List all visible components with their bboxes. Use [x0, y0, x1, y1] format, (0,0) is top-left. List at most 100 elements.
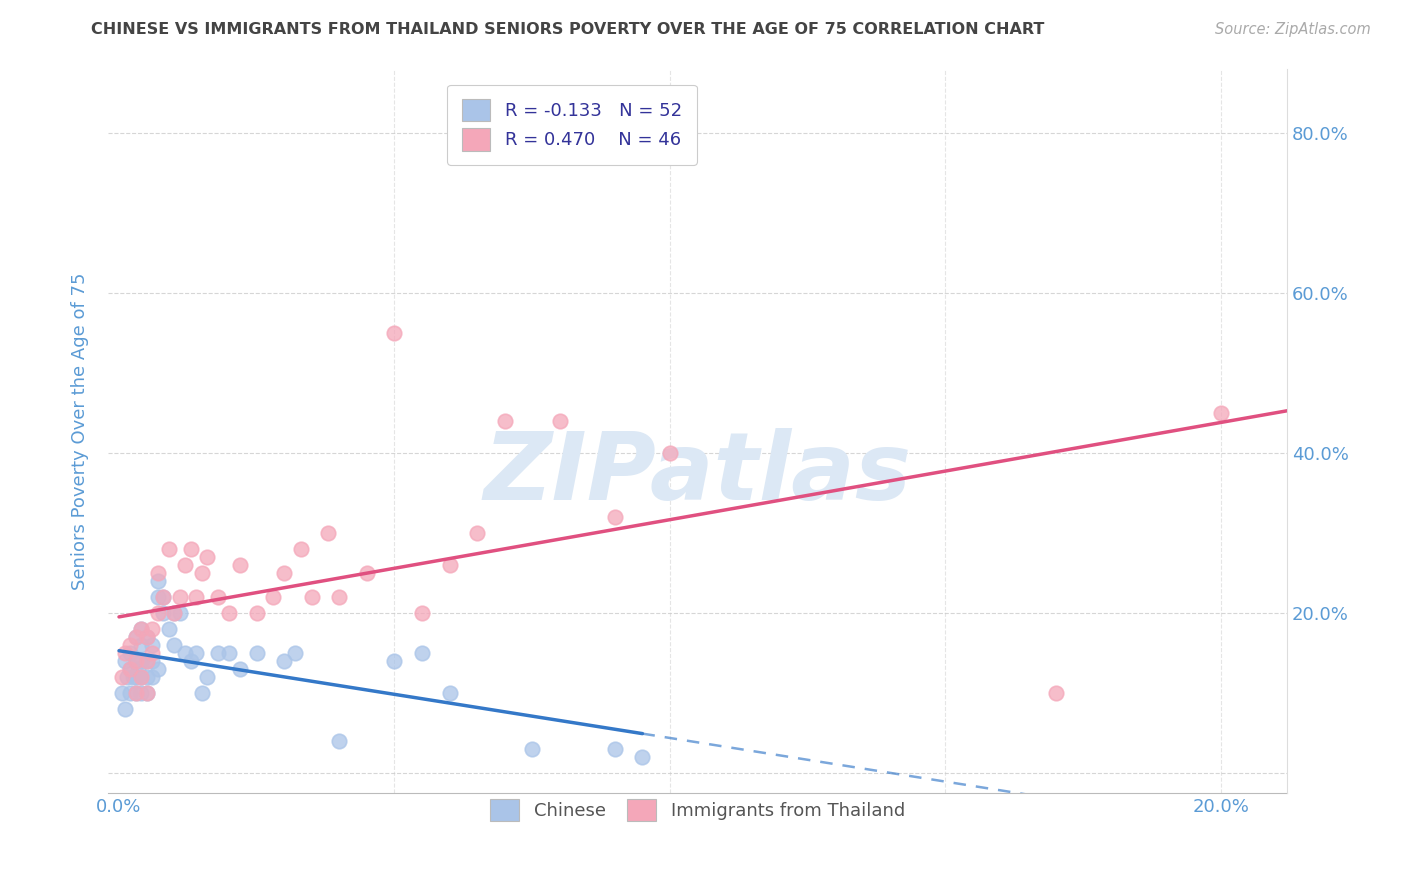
Point [384, 654, 406, 668]
Point [146, 606, 169, 620]
Point [1209, 406, 1232, 420]
Point [218, 606, 240, 620]
Point [118, 662, 141, 676]
Point [207, 646, 229, 660]
Point [163, 606, 186, 620]
Point [301, 590, 323, 604]
Point [141, 622, 163, 636]
Point [121, 670, 143, 684]
Text: ZIPatlas: ZIPatlas [484, 428, 911, 520]
Point [135, 670, 157, 684]
Point [411, 646, 433, 660]
Point [356, 566, 378, 580]
Point [522, 742, 544, 756]
Point [603, 742, 626, 756]
Point [169, 606, 191, 620]
Point [180, 654, 202, 668]
Point [439, 686, 461, 700]
Point [465, 526, 488, 541]
Point [135, 654, 157, 668]
Point [229, 558, 252, 573]
Point [124, 654, 146, 668]
Point [146, 566, 169, 580]
Point [129, 670, 152, 684]
Legend: Chinese, Immigrants from Thailand: Chinese, Immigrants from Thailand [475, 784, 920, 835]
Point [246, 646, 269, 660]
Point [124, 686, 146, 700]
Point [141, 646, 163, 660]
Point [129, 638, 152, 652]
Point [135, 686, 157, 700]
Point [659, 446, 682, 460]
Point [111, 686, 134, 700]
Point [157, 622, 180, 636]
Point [163, 606, 186, 620]
Point [152, 606, 174, 620]
Point [111, 670, 134, 684]
Point [146, 662, 169, 676]
Point [195, 670, 218, 684]
Point [114, 646, 136, 660]
Point [129, 686, 152, 700]
Point [124, 686, 146, 700]
Point [118, 662, 141, 676]
Point [284, 646, 307, 660]
Point [114, 702, 136, 716]
Point [124, 670, 146, 684]
Point [273, 566, 295, 580]
Point [141, 638, 163, 652]
Point [152, 590, 174, 604]
Point [180, 542, 202, 557]
Point [114, 654, 136, 668]
Point [157, 542, 180, 557]
Point [152, 590, 174, 604]
Point [411, 606, 433, 620]
Point [174, 558, 197, 573]
Point [129, 622, 152, 636]
Point [318, 526, 340, 541]
Point [207, 590, 229, 604]
Point [117, 670, 139, 684]
Point [163, 638, 186, 652]
Point [603, 510, 626, 524]
Point [129, 622, 152, 636]
Point [631, 750, 654, 764]
Point [124, 630, 146, 644]
Point [129, 654, 152, 668]
Text: CHINESE VS IMMIGRANTS FROM THAILAND SENIORS POVERTY OVER THE AGE OF 75 CORRELATI: CHINESE VS IMMIGRANTS FROM THAILAND SENI… [91, 22, 1045, 37]
Point [218, 646, 240, 660]
Point [124, 654, 146, 668]
Point [135, 686, 157, 700]
Text: Source: ZipAtlas.com: Source: ZipAtlas.com [1215, 22, 1371, 37]
Point [118, 638, 141, 652]
Point [290, 542, 312, 557]
Point [328, 734, 350, 748]
Point [129, 670, 152, 684]
Point [186, 646, 208, 660]
Point [174, 646, 197, 660]
Point [135, 630, 157, 644]
Point [262, 590, 284, 604]
Point [439, 558, 461, 573]
Point [548, 414, 571, 428]
Y-axis label: Seniors Poverty Over the Age of 75: Seniors Poverty Over the Age of 75 [72, 272, 89, 590]
Point [195, 550, 218, 565]
Point [118, 686, 141, 700]
Point [246, 606, 269, 620]
Point [141, 654, 163, 668]
Point [328, 590, 350, 604]
Point [135, 654, 157, 668]
Point [146, 590, 169, 604]
Point [190, 566, 212, 580]
Point [273, 654, 295, 668]
Point [135, 630, 157, 644]
Point [169, 590, 191, 604]
Point [1045, 686, 1067, 700]
Point [127, 662, 149, 676]
Point [186, 590, 208, 604]
Point [190, 686, 212, 700]
Point [229, 662, 252, 676]
Point [146, 574, 169, 588]
Point [124, 630, 146, 644]
Point [118, 646, 141, 660]
